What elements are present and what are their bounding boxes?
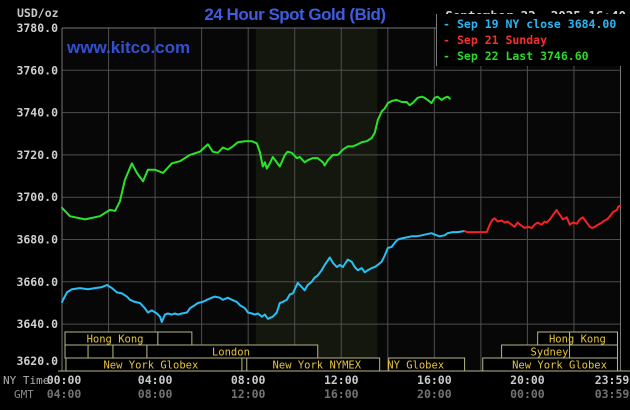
session-label: New York NYMEX (273, 360, 362, 372)
page-title: 24 Hour Spot Gold (Bid) (204, 5, 386, 24)
x-axis-ny-tick-label: 04:00 (138, 373, 173, 387)
x-axis-ny-tick-label: 00:00 (47, 373, 82, 387)
x-axis-gmt-tick-label: 08:00 (138, 387, 173, 401)
session-label: Sydney (531, 347, 569, 359)
y-axis-tick-label: 3780.0 (16, 21, 58, 35)
y-axis-units-label: USD/oz (17, 6, 59, 20)
y-axis-tick-label: 3700.0 (16, 190, 58, 204)
y-axis-tick-label: 3660.0 (16, 275, 58, 289)
kitco-watermark: www.kitco.com (67, 38, 191, 57)
session-box (157, 331, 193, 346)
x-axis-gmt-tick-label: 16:00 (324, 387, 359, 401)
legend-item-sep22: - Sep 22 Last 3746.60 (437, 48, 629, 64)
legend-dash-red: - (443, 33, 450, 47)
session-box (64, 344, 89, 359)
y-axis-tick-label: 3720.0 (16, 148, 58, 162)
x-axis-gmt-tick-label: 12:00 (231, 387, 266, 401)
x-axis-gmt-tick-label: 00:00 (510, 387, 545, 401)
session-box (65, 357, 243, 372)
session-box (87, 344, 114, 359)
x-axis-ny-tick-label: 20:00 (510, 373, 545, 387)
ny-time-caption: NY Time (3, 374, 49, 387)
session-box (482, 357, 618, 372)
legend-dash-green: - (443, 49, 450, 63)
chart-legend: - Sep 19 NY close 3684.00 - Sep 21 Sunday … (436, 14, 629, 66)
session-box (569, 344, 618, 359)
x-axis-gmt-tick-label: 03:59 (595, 387, 630, 401)
legend-label-sep19: Sep 19 NY close 3684.00 (457, 17, 617, 31)
session-label: Hong Kong (549, 334, 606, 346)
legend-dash-cyan: - (443, 17, 450, 31)
x-axis-ny-tick-label: 12:00 (324, 373, 359, 387)
session-label: London (212, 347, 250, 359)
x-axis-gmt-tick-label: 20:00 (417, 387, 452, 401)
x-axis-ny-tick-label: 23:59 (595, 373, 630, 387)
x-axis-ny-tick-label: 08:00 (231, 373, 266, 387)
y-axis-tick-label: 3640.0 (16, 317, 58, 331)
x-axis-ny-tick-label: 16:00 (417, 373, 452, 387)
legend-label-sep22: Sep 22 Last 3746.60 (457, 49, 589, 63)
y-axis-tick-label: 3680.0 (16, 233, 58, 247)
y-axis-tick-label: 3740.0 (16, 106, 58, 120)
session-box (388, 357, 466, 372)
legend-label-sep21: Sep 21 Sunday (457, 33, 548, 47)
session-label: New York Globex (103, 360, 198, 372)
y-axis-tick-label: 3760.0 (16, 63, 58, 77)
legend-item-sep21: - Sep 21 Sunday (437, 32, 629, 48)
price-line-sep22-green (61, 95, 451, 221)
session-highlight-band (255, 29, 378, 371)
y-axis-tick-label: 3620.0 (16, 354, 58, 368)
price-line-sep19-cyan (61, 230, 466, 323)
session-label: Hong Kong (87, 334, 144, 346)
x-axis-gmt-tick-label: 04:00 (47, 387, 82, 401)
session-box (246, 357, 381, 372)
session-box (112, 344, 148, 359)
price-line-sep21-red (463, 204, 621, 234)
session-label: New York Globex (512, 360, 607, 372)
legend-item-sep19: - Sep 19 NY close 3684.00 (437, 16, 629, 32)
session-label: NY Globex (387, 360, 444, 372)
gmt-caption: GMT (14, 388, 34, 401)
